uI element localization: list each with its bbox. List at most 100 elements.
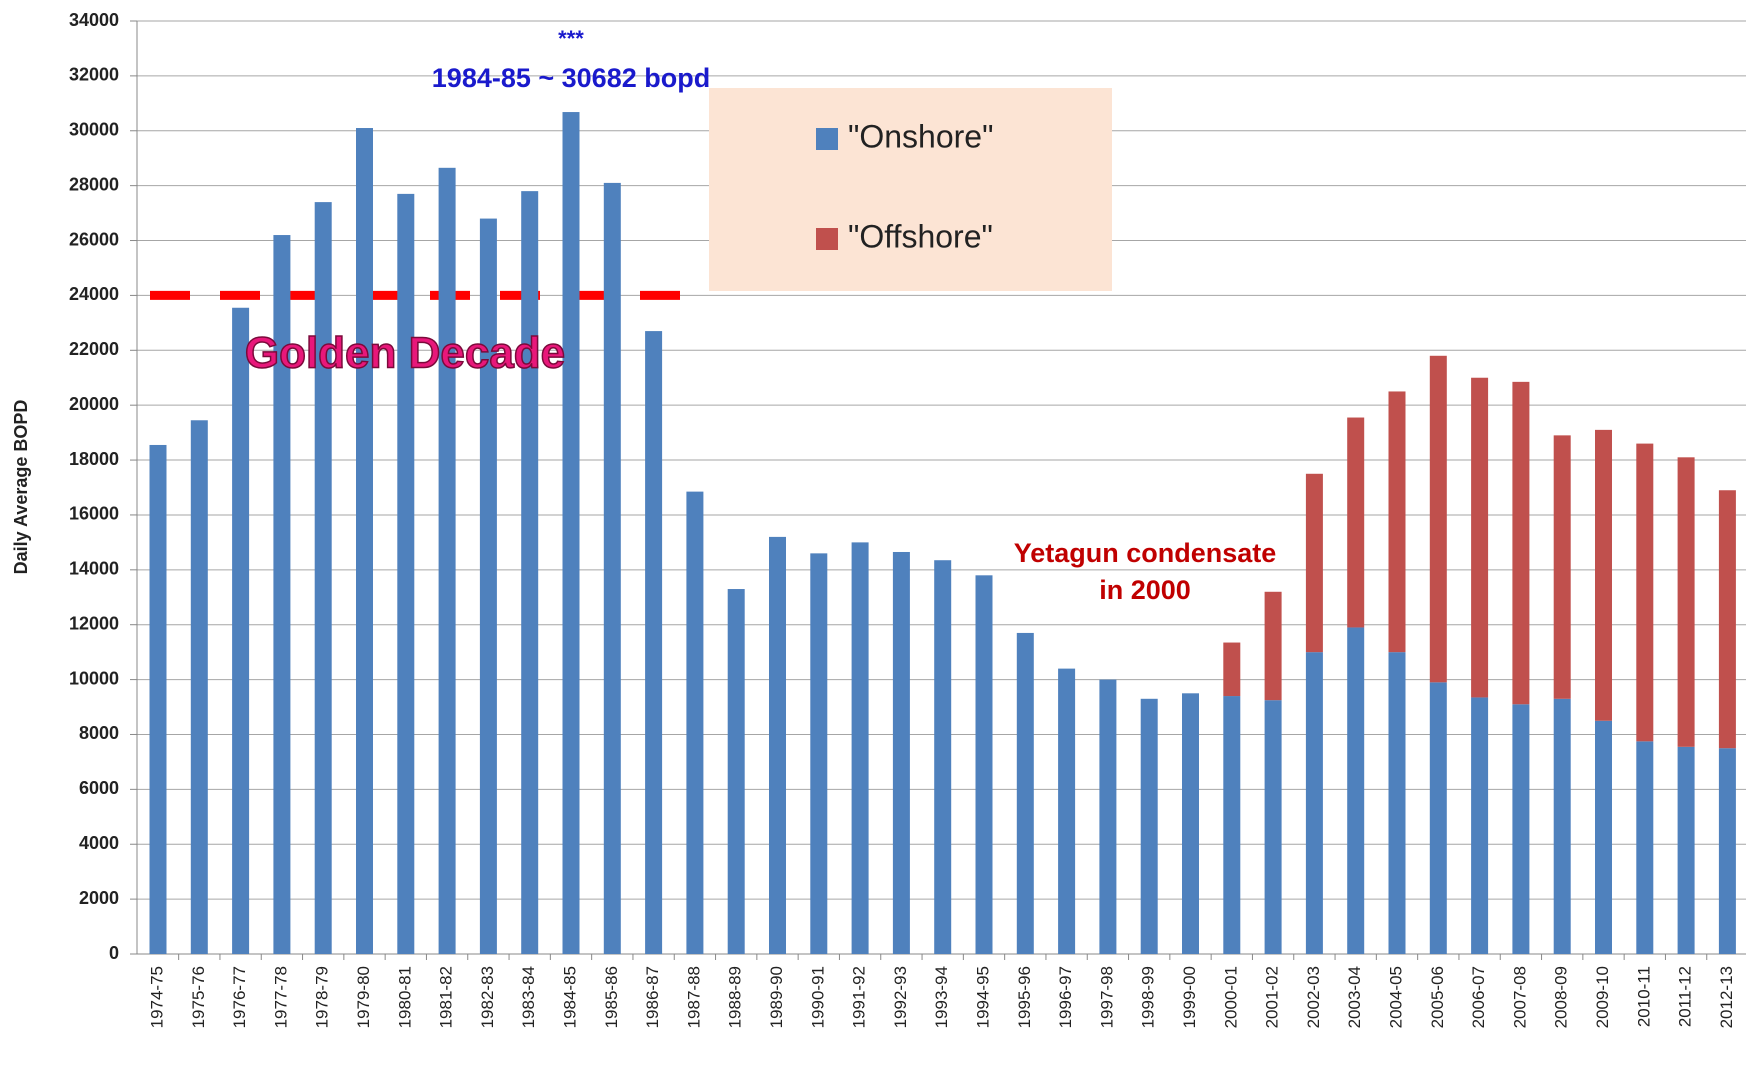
legend-label: "Offshore" [848, 218, 993, 254]
bar-segment [232, 307, 250, 955]
y-tick-label: 24000 [69, 284, 119, 304]
bar-segment [1718, 490, 1736, 749]
y-tick-label: 28000 [69, 174, 119, 194]
legend-swatch [816, 228, 838, 250]
bar-segment [1388, 391, 1406, 653]
x-tick-label: 1991-92 [850, 966, 869, 1028]
bar-segment [1636, 443, 1654, 742]
y-tick-label: 26000 [69, 229, 119, 249]
x-tick-label: 2003-04 [1345, 966, 1364, 1028]
y-tick-label: 14000 [69, 559, 119, 579]
bar-segment [810, 553, 828, 954]
x-tick-label: 2000-01 [1221, 966, 1240, 1028]
x-tick-label: 1982-83 [478, 966, 497, 1028]
bar-segment [190, 420, 208, 954]
bar-segment [1595, 429, 1612, 721]
y-tick-label: 2000 [79, 888, 119, 908]
y-tick-label: 32000 [69, 65, 119, 85]
x-tick-label: 1997-98 [1097, 966, 1116, 1028]
bar-segment [1429, 682, 1447, 954]
bar-segment [1305, 652, 1323, 954]
bar-segment [1347, 627, 1365, 954]
x-tick-label: 2004-05 [1386, 966, 1405, 1028]
y-tick-label: 22000 [69, 339, 119, 359]
x-tick-label: 2007-08 [1510, 966, 1529, 1028]
bar-segment [1595, 720, 1612, 954]
bar-segment [1636, 741, 1654, 954]
annotation: *** [558, 26, 584, 51]
bar-segment [851, 542, 869, 954]
x-tick-label: 1987-88 [684, 966, 703, 1028]
bar-segment [149, 444, 167, 954]
bar-segment [1553, 698, 1571, 954]
annotation: 1984-85 ~ 30682 bopd [432, 63, 710, 93]
bar-segment [686, 491, 704, 954]
bar-segment [1429, 355, 1447, 683]
bar-segment [1305, 473, 1323, 653]
bar-segment [769, 536, 786, 954]
bar-segment [603, 182, 621, 954]
x-tick-label: 1975-76 [189, 966, 208, 1028]
x-tick-label: 1977-78 [271, 966, 290, 1028]
legend-label: "Onshore" [848, 118, 993, 154]
x-tick-label: 2011-12 [1676, 966, 1695, 1027]
bar-segment [975, 575, 993, 954]
x-tick-label: 2001-02 [1263, 966, 1282, 1028]
y-tick-label: 4000 [79, 833, 119, 853]
bar-segment [1264, 591, 1282, 701]
bar-segment [1016, 632, 1034, 954]
x-tick-label: 1999-00 [1180, 966, 1199, 1028]
annotation: Yetagun condensate [1014, 538, 1277, 568]
x-tick-label: 1988-89 [726, 966, 745, 1028]
x-tick-label: 1993-94 [932, 966, 951, 1028]
x-tick-label: 1983-84 [519, 966, 538, 1028]
y-tick-label: 30000 [69, 120, 119, 140]
bar-segment [479, 218, 497, 954]
x-tick-label: 1986-87 [643, 966, 662, 1028]
bar-segment [438, 167, 456, 954]
bar-segment [727, 589, 745, 954]
bar-segment [1223, 696, 1241, 954]
bar-segment [562, 112, 580, 955]
x-tick-label: 1984-85 [560, 966, 579, 1028]
bar-segment [1512, 704, 1530, 954]
bar-segment [1140, 698, 1158, 954]
x-tick-label: 1998-99 [1139, 966, 1158, 1028]
y-axis-label: Daily Average BOPD [11, 400, 31, 575]
annotation: in 2000 [1099, 575, 1191, 605]
bar-segment [1347, 417, 1365, 628]
bar-segment [934, 560, 952, 954]
bar-segment [1058, 668, 1076, 954]
y-tick-label: 12000 [69, 613, 119, 633]
x-tick-label: 1992-93 [891, 966, 910, 1028]
bar-segment [1677, 457, 1695, 747]
annotation: Golden Decade [245, 329, 565, 378]
x-tick-label: 1990-91 [808, 966, 827, 1028]
x-tick-label: 2009-10 [1593, 966, 1612, 1028]
x-tick-label: 2008-09 [1552, 966, 1571, 1028]
bar-segment [1471, 377, 1489, 698]
x-tick-label: 1996-97 [1056, 966, 1075, 1028]
bar-segment [1471, 697, 1489, 954]
y-tick-label: 6000 [79, 778, 119, 798]
bar-segment [1099, 679, 1117, 954]
x-tick-label: 2005-06 [1428, 966, 1447, 1028]
y-tick-label: 8000 [79, 723, 119, 743]
x-tick-label: 1995-96 [1015, 966, 1034, 1028]
y-tick-label: 20000 [69, 394, 119, 414]
bar-segment [1182, 693, 1199, 954]
x-tick-label: 2006-07 [1469, 966, 1488, 1028]
bar-segment [1718, 748, 1736, 954]
y-tick-label: 16000 [69, 504, 119, 524]
y-tick-label: 18000 [69, 449, 119, 469]
x-tick-label: 2012-13 [1717, 966, 1736, 1028]
bar-segment [356, 128, 373, 955]
x-tick-label: 1980-81 [395, 966, 414, 1028]
bar-segment [1553, 435, 1571, 699]
bar-segment [645, 331, 663, 954]
x-tick-label: 1985-86 [602, 966, 621, 1028]
x-tick-label: 1978-79 [313, 966, 332, 1028]
bar-segment [1264, 700, 1282, 954]
y-tick-label: 10000 [69, 668, 119, 688]
